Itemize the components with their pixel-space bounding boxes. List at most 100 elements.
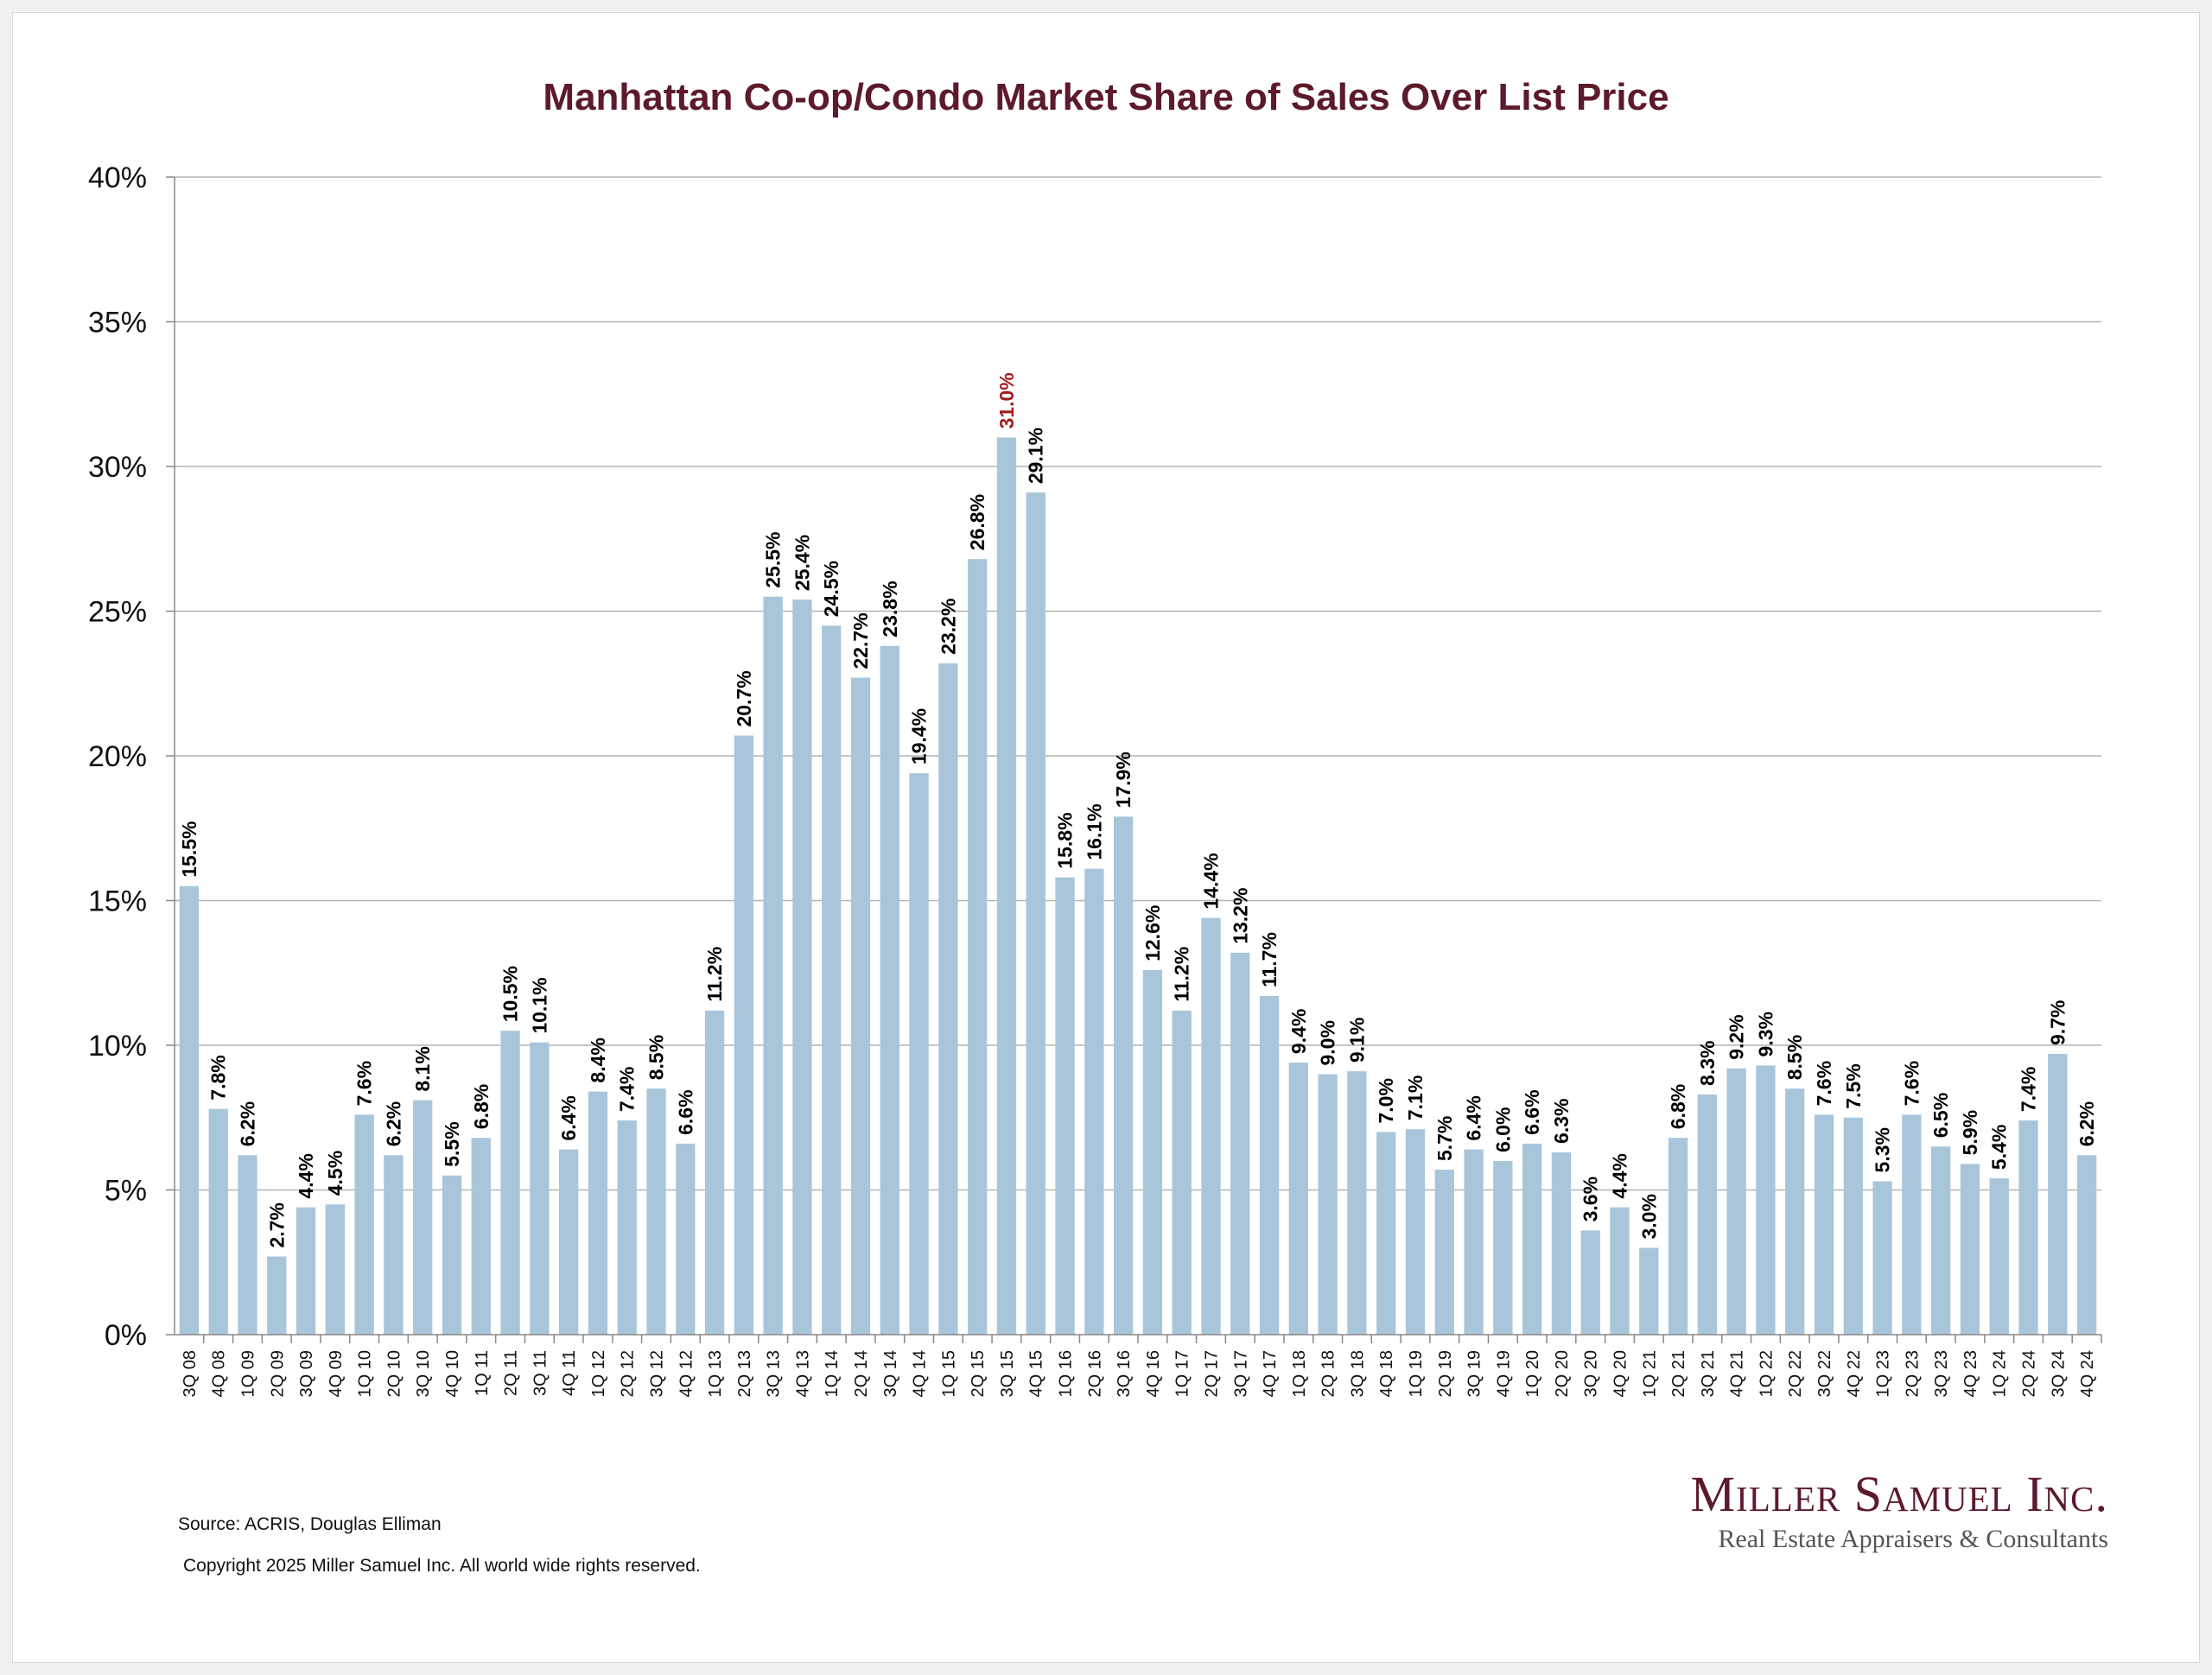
x-tick-label: 4Q 14 <box>911 1350 930 1397</box>
bar <box>558 1149 579 1335</box>
bar <box>822 625 842 1335</box>
company-logo: Miller Samuel Inc. Real Estate Appraiser… <box>1668 1468 2109 1558</box>
data-label: 6.2% <box>2075 1101 2098 1146</box>
data-label: 7.1% <box>1404 1075 1427 1120</box>
data-label: 9.2% <box>1726 1014 1748 1059</box>
x-tick-label: 1Q 13 <box>706 1350 725 1397</box>
bar <box>1376 1132 1396 1335</box>
bar <box>471 1138 491 1335</box>
x-tick-label: 1Q 23 <box>1874 1350 1893 1397</box>
x-tick-label: 3Q 08 <box>181 1350 200 1397</box>
x-tick-label: 3Q 09 <box>297 1350 316 1397</box>
data-label: 8.1% <box>411 1046 434 1091</box>
x-tick-label: 2Q 18 <box>1319 1350 1338 1397</box>
bar <box>2076 1155 2097 1335</box>
bar <box>1872 1181 1892 1335</box>
x-tick-label: 2Q 21 <box>1669 1350 1688 1397</box>
data-label: 5.4% <box>1988 1125 2011 1170</box>
x-tick-label: 2Q 20 <box>1553 1350 1572 1397</box>
data-label: 7.0% <box>1375 1078 1397 1123</box>
data-label: 9.1% <box>1345 1018 1368 1063</box>
bar <box>588 1091 608 1335</box>
data-label: 6.6% <box>1521 1089 1543 1134</box>
data-label: 12.6% <box>1141 905 1164 961</box>
data-label: 4.4% <box>1609 1153 1631 1198</box>
x-tick-label: 3Q 22 <box>1815 1350 1834 1397</box>
bar <box>676 1143 696 1335</box>
data-label: 7.6% <box>1813 1061 1835 1106</box>
y-tick-label: 0% <box>105 1319 147 1352</box>
bar <box>1142 969 1163 1335</box>
x-tick-label: 3Q 13 <box>765 1350 784 1397</box>
x-tick-label: 4Q 08 <box>210 1350 229 1397</box>
bar <box>1902 1114 1922 1335</box>
x-tick-label: 4Q 11 <box>560 1350 579 1396</box>
data-label: 11.7% <box>1258 932 1281 987</box>
logo-tagline: Real Estate Appraisers & Consultants <box>1718 1524 2108 1553</box>
data-label: 8.5% <box>645 1035 668 1080</box>
data-label: 8.5% <box>1783 1035 1806 1080</box>
bar <box>617 1120 637 1335</box>
data-label: 9.7% <box>2046 1000 2069 1045</box>
data-label: 25.5% <box>762 532 785 588</box>
data-label: 6.2% <box>236 1101 258 1146</box>
x-tick-label: 4Q 22 <box>1845 1350 1864 1397</box>
data-label: 6.0% <box>1491 1107 1514 1152</box>
data-label: 29.1% <box>1025 428 1047 484</box>
bar <box>1464 1149 1484 1335</box>
x-tick-label: 1Q 18 <box>1290 1350 1309 1397</box>
x-tick-label: 4Q 23 <box>1961 1350 1980 1397</box>
bar <box>1113 816 1134 1335</box>
data-label: 8.3% <box>1696 1041 1719 1086</box>
data-label: 7.4% <box>2018 1067 2040 1112</box>
bar <box>880 645 899 1335</box>
data-label: 10.1% <box>528 977 550 1033</box>
x-axis-ticks: 3Q 08 4Q 08 1Q 09 2Q 09 3Q 09 4Q 09 1Q 10 2Q 10… <box>181 1335 2102 1397</box>
bar <box>704 1010 725 1335</box>
bar <box>1580 1230 1600 1335</box>
y-tick-label: 20% <box>88 740 147 773</box>
bar <box>1347 1071 1367 1335</box>
data-label: 2.7% <box>265 1202 288 1247</box>
x-tick-label: 3Q 12 <box>648 1350 667 1397</box>
data-label: 10.5% <box>499 966 522 1022</box>
data-label: 7.6% <box>1900 1061 1923 1106</box>
data-label: 3.0% <box>1637 1194 1660 1239</box>
bar <box>1288 1063 1308 1335</box>
chart-title: Manhattan Co-op/Condo Market Share of Sa… <box>543 76 1669 118</box>
x-tick-label: 3Q 20 <box>1582 1350 1601 1397</box>
y-tick-label: 10% <box>88 1030 147 1063</box>
bar <box>1960 1164 1980 1335</box>
x-tick-label: 1Q 14 <box>823 1350 842 1397</box>
x-tick-label: 4Q 15 <box>1027 1350 1046 1397</box>
data-label: 6.2% <box>382 1101 404 1146</box>
bars <box>179 437 2097 1335</box>
x-tick-label: 4Q 10 <box>443 1350 462 1397</box>
data-label: 9.0% <box>1317 1020 1339 1065</box>
bar <box>1434 1170 1454 1335</box>
data-label: 5.9% <box>1959 1110 1981 1155</box>
data-label: 6.8% <box>1667 1084 1689 1129</box>
x-tick-label: 4Q 20 <box>1611 1350 1630 1397</box>
bar <box>1259 996 1280 1335</box>
bar <box>909 773 929 1335</box>
bar <box>1843 1117 1863 1335</box>
x-tick-label: 1Q 19 <box>1407 1350 1426 1397</box>
data-label: 11.2% <box>703 947 726 1002</box>
data-label: 11.2% <box>1171 947 1193 1002</box>
data-label: 22.7% <box>849 612 872 669</box>
x-tick-label: 2Q 17 <box>1202 1350 1221 1397</box>
x-tick-label: 4Q 12 <box>677 1350 696 1397</box>
x-tick-label: 1Q 11 <box>473 1350 492 1396</box>
data-label: 5.3% <box>1872 1127 1894 1172</box>
x-tick-label: 1Q 09 <box>238 1350 257 1397</box>
bar <box>1931 1146 1951 1335</box>
bar <box>1989 1178 2009 1335</box>
data-label: 9.3% <box>1754 1012 1777 1056</box>
data-label: 14.4% <box>1199 853 1222 909</box>
bar <box>1318 1074 1338 1335</box>
data-label: 19.4% <box>908 708 931 765</box>
bar <box>384 1155 404 1335</box>
bar <box>850 677 871 1335</box>
